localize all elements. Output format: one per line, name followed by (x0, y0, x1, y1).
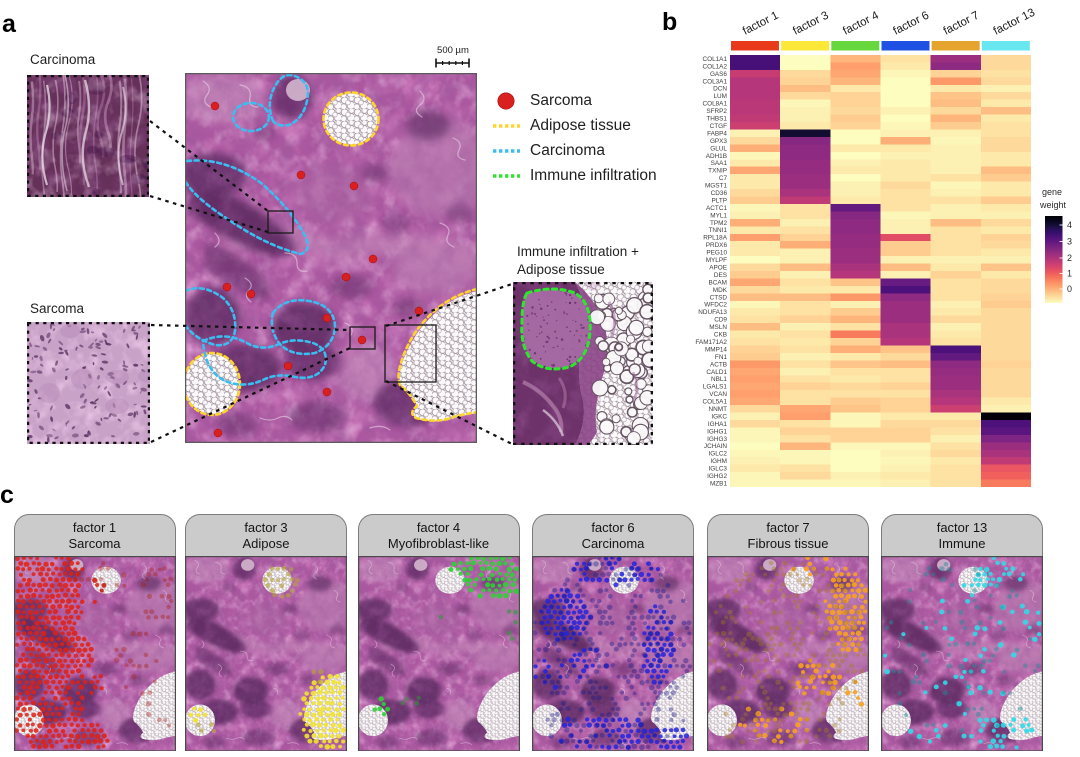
svg-text:BCAM: BCAM (709, 279, 727, 286)
svg-text:COL1A1: COL1A1 (702, 56, 727, 63)
svg-text:THBS1: THBS1 (706, 116, 727, 123)
svg-text:CKB: CKB (714, 332, 727, 339)
svg-text:VCAN: VCAN (709, 391, 727, 398)
svg-text:PRDX6: PRDX6 (706, 242, 728, 249)
svg-text:IGLC2: IGLC2 (709, 451, 728, 458)
svg-text:MSLN: MSLN (709, 324, 727, 331)
svg-text:factor 1: factor 1 (741, 10, 781, 38)
svg-text:2: 2 (1067, 253, 1072, 263)
svg-text:500 µm: 500 µm (437, 45, 469, 56)
svg-text:FN1: FN1 (715, 354, 728, 361)
svg-text:factor 3: factor 3 (791, 10, 831, 38)
svg-text:weight: weight (1039, 200, 1067, 210)
svg-text:IGHG2: IGHG2 (707, 473, 727, 480)
svg-text:TPM2: TPM2 (710, 220, 727, 227)
svg-text:CD9: CD9 (714, 317, 727, 324)
svg-text:JCHAIN: JCHAIN (704, 443, 727, 450)
svg-text:COL8A1: COL8A1 (702, 101, 727, 108)
svg-text:C7: C7 (719, 175, 728, 182)
svg-text:FABP4: FABP4 (707, 130, 727, 137)
svg-text:SAA1: SAA1 (711, 160, 728, 167)
svg-text:COL3A1: COL3A1 (702, 78, 727, 85)
svg-text:TXNIP: TXNIP (708, 168, 727, 175)
svg-text:ADH1B: ADH1B (706, 153, 727, 160)
svg-text:factor 4: factor 4 (841, 9, 881, 37)
svg-text:MGST1: MGST1 (705, 183, 727, 190)
svg-text:ACTC1: ACTC1 (706, 205, 727, 212)
svg-text:CTSD: CTSD (710, 294, 728, 301)
svg-text:DCN: DCN (713, 86, 727, 93)
svg-text:IGKC: IGKC (711, 413, 727, 420)
svg-text:0: 0 (1067, 284, 1072, 294)
svg-text:MMP14: MMP14 (705, 346, 727, 353)
svg-text:gene: gene (1042, 187, 1062, 197)
svg-text:MYLPF: MYLPF (706, 257, 727, 264)
svg-text:LGALS1: LGALS1 (703, 384, 728, 391)
svg-text:MDK: MDK (713, 287, 728, 294)
svg-text:IGHM: IGHM (710, 458, 727, 465)
svg-text:LUM: LUM (714, 93, 728, 100)
svg-text:TNNI1: TNNI1 (709, 227, 728, 234)
svg-text:IGLC3: IGLC3 (709, 466, 728, 473)
svg-text:IGHG1: IGHG1 (707, 428, 727, 435)
svg-text:factor 6: factor 6 (891, 10, 931, 38)
svg-text:factor 7: factor 7 (942, 10, 982, 38)
svg-text:CTGF: CTGF (710, 123, 727, 130)
svg-text:COL1A2: COL1A2 (702, 63, 727, 70)
svg-text:CALD1: CALD1 (706, 369, 727, 376)
svg-text:DES: DES (714, 272, 727, 279)
svg-text:factor 13: factor 13 (992, 7, 1037, 38)
svg-text:1: 1 (1067, 269, 1072, 279)
svg-text:PEG10: PEG10 (706, 250, 727, 257)
svg-text:MYL1: MYL1 (710, 212, 727, 219)
svg-text:GAS6: GAS6 (710, 71, 727, 78)
svg-text:PLTP: PLTP (711, 197, 727, 204)
svg-text:NDUFA13: NDUFA13 (698, 309, 727, 316)
svg-text:MZB1: MZB1 (710, 480, 727, 487)
svg-text:ACTB: ACTB (710, 361, 727, 368)
svg-text:4: 4 (1067, 220, 1072, 230)
svg-text:IGHG3: IGHG3 (707, 436, 727, 443)
svg-text:COL5A1: COL5A1 (702, 399, 727, 406)
svg-text:GPX3: GPX3 (710, 138, 727, 145)
svg-text:RPL18A: RPL18A (703, 235, 728, 242)
svg-text:SFRP2: SFRP2 (706, 108, 727, 115)
svg-text:WFDC2: WFDC2 (704, 302, 727, 309)
svg-text:NNMT: NNMT (709, 406, 728, 413)
svg-text:CD36: CD36 (711, 190, 728, 197)
svg-text:FAM171A2: FAM171A2 (695, 339, 727, 346)
svg-text:GLUL: GLUL (710, 145, 727, 152)
svg-text:APOE: APOE (709, 264, 727, 271)
svg-text:IGHA1: IGHA1 (708, 421, 728, 428)
svg-text:3: 3 (1067, 237, 1072, 247)
svg-text:NBL1: NBL1 (711, 376, 727, 383)
